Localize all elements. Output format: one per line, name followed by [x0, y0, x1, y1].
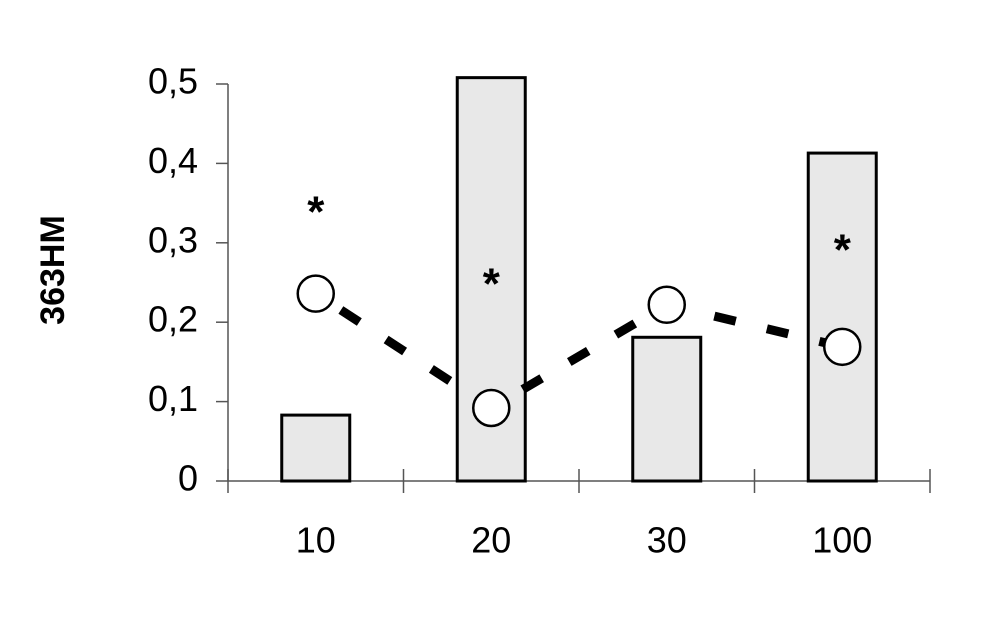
y-tick-label: 0,1 — [148, 378, 198, 419]
line-point — [472, 388, 511, 428]
x-tick-label: 20 — [471, 520, 511, 561]
bar — [631, 335, 703, 483]
bar — [806, 151, 878, 483]
bar — [280, 413, 352, 483]
x-tick-label: 10 — [296, 520, 336, 561]
y-tick-label: 0,5 — [148, 61, 198, 102]
x-tick-label: 30 — [647, 520, 687, 561]
y-tick-label: 0,3 — [148, 219, 198, 260]
line-point — [823, 327, 862, 367]
annotation: * — [307, 187, 325, 236]
y-tick-label: 0,4 — [148, 140, 198, 181]
line-point — [296, 274, 335, 313]
line — [313, 289, 844, 414]
annotation: * — [483, 260, 501, 309]
y-tick-label: 0,2 — [148, 299, 198, 340]
x-tick-label: 100 — [812, 520, 872, 561]
annotation: * — [834, 225, 852, 274]
line-point — [647, 285, 686, 324]
y-tick-label: 0 — [178, 458, 198, 499]
y-axis-label: 363HM — [34, 215, 72, 325]
